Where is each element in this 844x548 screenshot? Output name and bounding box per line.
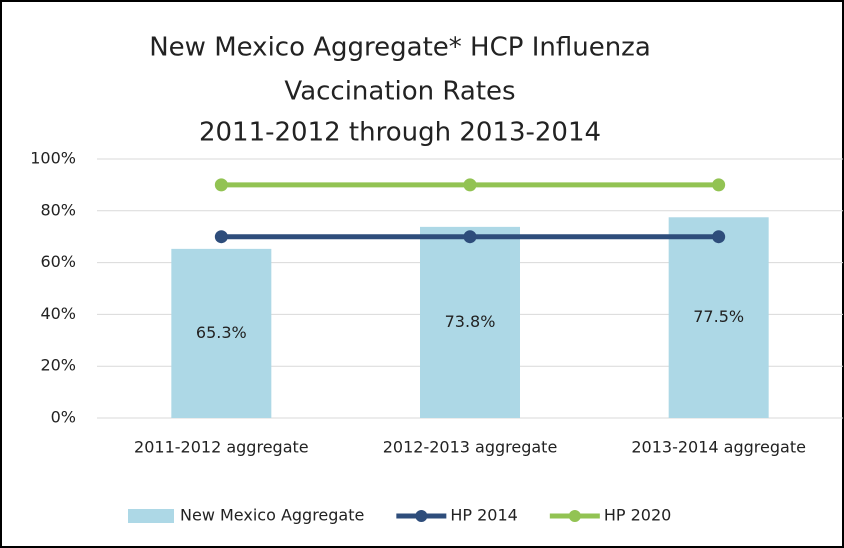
y-tick-label: 100% [30, 149, 76, 168]
x-tick-label: 2012-2013 aggregate [383, 438, 558, 457]
data-label: 77.5% [693, 307, 744, 326]
data-label: 73.8% [445, 312, 496, 331]
y-tick-label: 80% [40, 200, 76, 219]
legend-label: HP 2020 [604, 506, 671, 525]
chart-title: New Mexico Aggregate* HCP Influenza [149, 33, 651, 63]
y-tick-label: 60% [40, 252, 76, 271]
bar [420, 226, 520, 418]
x-tick-label: 2013-2014 aggregate [631, 438, 806, 457]
y-tick-label: 40% [40, 304, 76, 323]
y-tick-label: 0% [51, 408, 76, 427]
legend-label: New Mexico Aggregate [180, 506, 364, 525]
line-marker [214, 178, 228, 192]
line-marker [712, 230, 726, 244]
legend-swatch [415, 510, 428, 522]
x-tick-label: 2011-2012 aggregate [134, 438, 309, 457]
data-label: 65.3% [196, 323, 247, 342]
line-marker [463, 230, 477, 244]
line-marker [463, 178, 477, 192]
chart-title: 2011-2012 through 2013-2014 [199, 118, 601, 148]
bar [668, 217, 769, 418]
legend-swatch [568, 510, 581, 522]
legend-swatch [128, 509, 174, 523]
bar [171, 248, 272, 418]
legend-label: HP 2014 [450, 506, 517, 525]
chart-title: Vaccination Rates [284, 77, 515, 107]
line-marker [712, 178, 726, 192]
y-tick-label: 20% [40, 356, 76, 375]
line-marker [214, 230, 228, 244]
